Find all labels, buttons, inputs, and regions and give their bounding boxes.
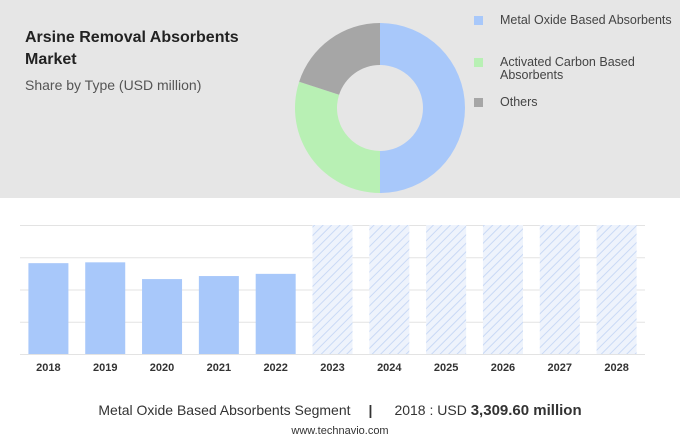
bar-2022 [255,273,296,354]
x-tick-label-2024: 2024 [377,362,402,374]
bar-2021 [198,276,239,354]
legend-swatch-activated-carbon [474,58,483,67]
bar-chart: 2018 2019 2020 2021 2022 2023 2024 2025 2026 2027… [20,225,645,374]
x-tick-label-2020: 2020 [150,362,174,374]
forecast-bar-2027 [539,225,580,354]
legend-item-activated-carbon: Activated Carbon Based Absorbents [470,56,675,82]
legend-label-others: Others [500,95,538,109]
donut-slice-2 [295,81,380,193]
forecast-bar-2028 [596,225,637,354]
x-tick-label-2018: 2018 [36,362,60,374]
footer-segment: Metal Oxide Based Absorbents Segment [98,402,351,418]
forecast-bar-2026 [482,225,523,354]
footer-year-label: 2018 : USD [394,402,467,418]
bar-2019 [85,262,126,354]
legend-swatch-metal-oxide [474,16,483,25]
footer-highlight: Metal Oxide Based Absorbents Segment | 201… [0,402,680,419]
legend-label-metal-oxide: Metal Oxide Based Absorbents [500,13,672,27]
donut-slice-3 [299,23,380,95]
forecast-bar-2023 [312,225,353,354]
legend-swatch-others [474,98,483,107]
x-tick-label-2019: 2019 [93,362,117,374]
bar-2020 [142,279,183,354]
x-tick-label-2025: 2025 [434,362,458,374]
x-tick-label-2027: 2027 [548,362,572,374]
x-tick-label-2028: 2028 [604,362,628,374]
bar-2018 [28,263,69,354]
x-tick-label-2026: 2026 [491,362,515,374]
forecast-bar-2025 [426,225,467,354]
chart-subtitle: Share by Type (USD million) [25,77,202,93]
legend-label-activated-carbon: Activated Carbon Based Absorbents [500,55,635,82]
donut-chart [295,23,465,193]
footer-value: 3,309.60 million [470,402,582,419]
chart-title: Arsine Removal Absorbents Market [25,29,239,68]
footer-separator: | [368,402,373,418]
source-link[interactable]: www.technavio.com [291,425,389,437]
donut-slice-1 [380,23,465,193]
x-tick-label-2023: 2023 [320,362,344,374]
legend-item-others: Others [470,96,538,109]
legend-item-metal-oxide: Metal Oxide Based Absorbents [470,14,672,27]
forecast-bar-2024 [369,225,410,354]
x-tick-label-2021: 2021 [207,362,231,374]
x-tick-label-2022: 2022 [263,362,287,374]
